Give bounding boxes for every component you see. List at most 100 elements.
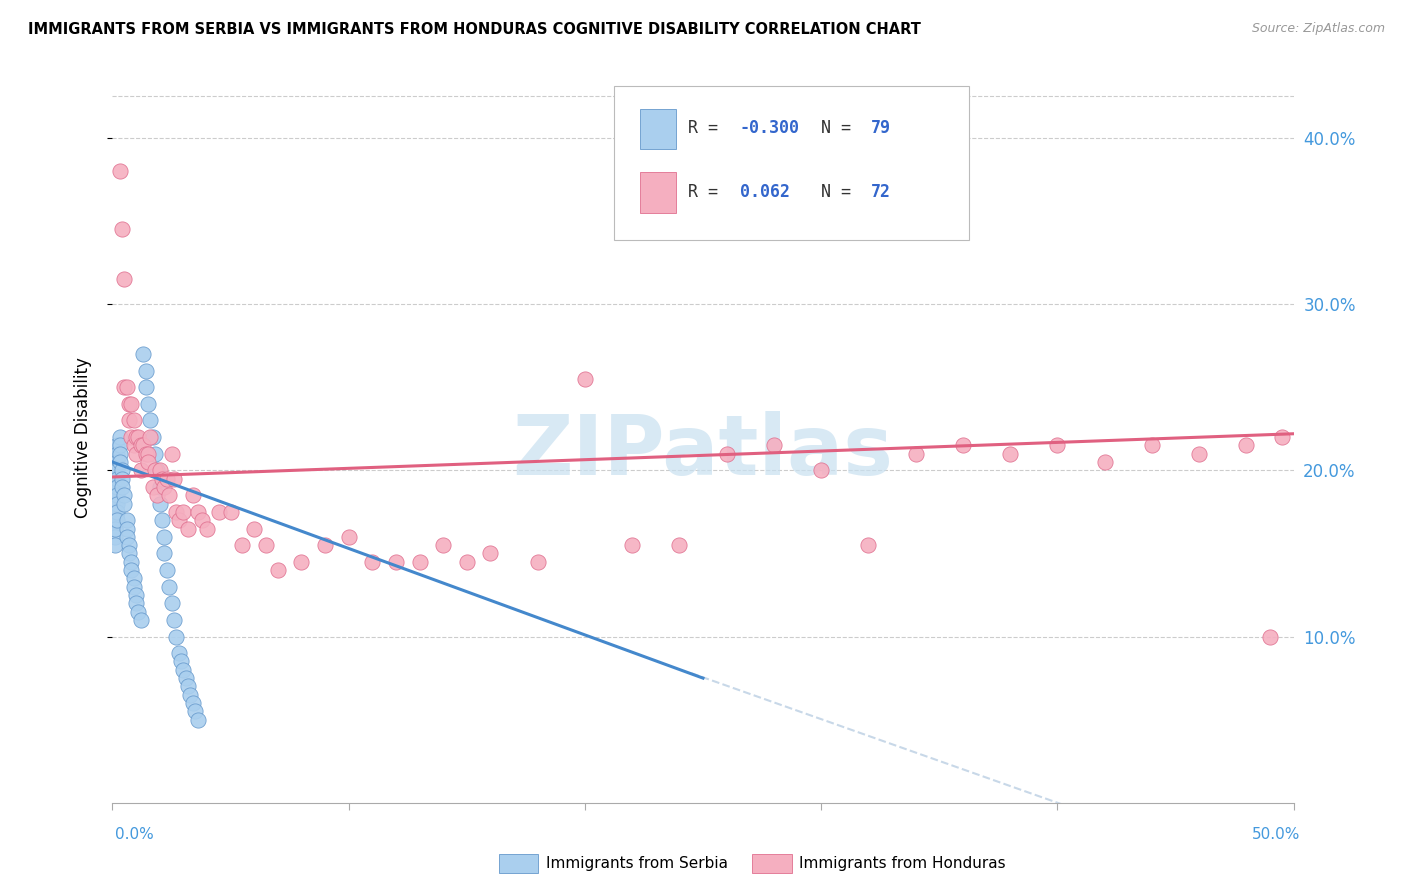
Text: Immigrants from Honduras: Immigrants from Honduras xyxy=(799,856,1005,871)
Point xyxy=(118,538,141,552)
Point xyxy=(105,472,128,486)
Point xyxy=(179,688,201,702)
Point xyxy=(156,472,179,486)
Point xyxy=(142,430,165,444)
Point xyxy=(668,538,690,552)
Text: Immigrants from Serbia: Immigrants from Serbia xyxy=(546,856,727,871)
Text: R =: R = xyxy=(688,183,738,202)
Point xyxy=(105,497,128,511)
Point xyxy=(149,497,172,511)
Point xyxy=(105,455,128,469)
Point xyxy=(104,455,127,469)
Point xyxy=(254,538,277,552)
Point xyxy=(120,555,142,569)
Point xyxy=(122,413,145,427)
Point xyxy=(105,463,128,477)
Point xyxy=(135,380,157,394)
Point xyxy=(267,563,290,577)
Point xyxy=(177,680,200,694)
Point xyxy=(143,447,166,461)
Point xyxy=(195,521,218,535)
Point xyxy=(1258,630,1281,644)
Point xyxy=(104,472,127,486)
Point xyxy=(479,546,502,560)
Point xyxy=(125,596,148,610)
Point xyxy=(115,513,138,527)
Point xyxy=(135,447,157,461)
Point xyxy=(125,430,148,444)
Point xyxy=(104,538,127,552)
Y-axis label: Cognitive Disability: Cognitive Disability xyxy=(73,357,91,517)
Point xyxy=(129,463,152,477)
Point xyxy=(1046,438,1069,452)
Point xyxy=(118,546,141,560)
Point xyxy=(167,646,190,660)
Point xyxy=(125,447,148,461)
Point xyxy=(456,555,478,569)
Point xyxy=(181,696,204,710)
Point xyxy=(111,480,134,494)
Point xyxy=(115,530,138,544)
Text: -0.300: -0.300 xyxy=(740,120,800,137)
Point xyxy=(136,397,159,411)
Point xyxy=(231,538,253,552)
Point xyxy=(165,630,187,644)
Point xyxy=(858,538,880,552)
Point xyxy=(574,372,596,386)
Point xyxy=(149,463,172,477)
Point xyxy=(408,555,430,569)
Point xyxy=(108,447,131,461)
Text: Source: ZipAtlas.com: Source: ZipAtlas.com xyxy=(1251,22,1385,36)
Point xyxy=(146,463,169,477)
Point xyxy=(998,447,1021,461)
Point xyxy=(160,596,183,610)
Point xyxy=(432,538,454,552)
Text: 50.0%: 50.0% xyxy=(1253,827,1301,841)
Point xyxy=(150,513,173,527)
Point xyxy=(118,397,141,411)
Text: 72: 72 xyxy=(870,183,891,202)
Point xyxy=(115,380,138,394)
Point xyxy=(191,513,214,527)
Point xyxy=(361,555,384,569)
Point xyxy=(104,472,127,486)
Text: 0.0%: 0.0% xyxy=(115,827,155,841)
Point xyxy=(139,413,162,427)
Point xyxy=(129,613,152,627)
Point xyxy=(104,505,127,519)
Point xyxy=(172,663,194,677)
Point xyxy=(108,164,131,178)
Point xyxy=(108,438,131,452)
Point xyxy=(172,505,194,519)
Point xyxy=(105,513,128,527)
Point xyxy=(149,480,172,494)
FancyBboxPatch shape xyxy=(614,86,969,240)
Point xyxy=(111,472,134,486)
Point xyxy=(104,480,127,494)
Point xyxy=(104,497,127,511)
Point xyxy=(104,497,127,511)
Point xyxy=(290,555,312,569)
Point xyxy=(132,438,155,452)
Point xyxy=(125,588,148,602)
Point xyxy=(904,447,927,461)
Point xyxy=(104,521,127,535)
Text: IMMIGRANTS FROM SERBIA VS IMMIGRANTS FROM HONDURAS COGNITIVE DISABILITY CORRELAT: IMMIGRANTS FROM SERBIA VS IMMIGRANTS FRO… xyxy=(28,22,921,37)
Point xyxy=(163,472,186,486)
Point xyxy=(153,530,176,544)
Point xyxy=(105,480,128,494)
Point xyxy=(186,505,208,519)
Point xyxy=(385,555,408,569)
Point xyxy=(127,605,149,619)
Point xyxy=(135,363,157,377)
Point xyxy=(156,563,179,577)
Point xyxy=(112,488,135,502)
Point xyxy=(184,705,207,719)
Point xyxy=(1094,455,1116,469)
Point xyxy=(104,513,127,527)
Point xyxy=(219,505,242,519)
Text: N =: N = xyxy=(821,183,860,202)
Point xyxy=(104,530,127,544)
Point xyxy=(105,488,128,502)
Point xyxy=(337,530,360,544)
